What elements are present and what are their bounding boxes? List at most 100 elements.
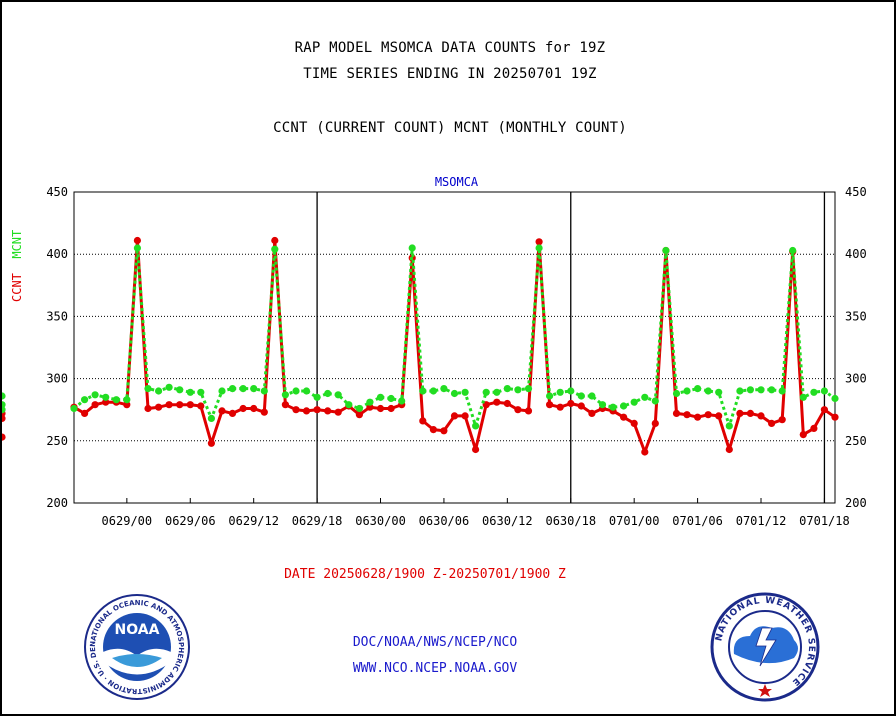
series-line-ccnt xyxy=(73,239,836,454)
y-tick-label-right: 250 xyxy=(845,434,867,448)
y-tick-label-left: 250 xyxy=(46,434,68,448)
data-point-ccnt xyxy=(704,411,712,419)
data-point-mcnt xyxy=(123,396,131,404)
y-tick-label-left: 300 xyxy=(46,372,68,386)
y-tick-label-right: 300 xyxy=(845,372,867,386)
data-point-ccnt xyxy=(207,439,215,447)
data-point-ccnt xyxy=(144,404,152,413)
data-point-ccnt xyxy=(725,445,733,454)
data-point-ccnt xyxy=(81,409,89,417)
data-point-mcnt xyxy=(493,388,501,396)
data-point-ccnt xyxy=(429,426,437,434)
series-line-mcnt xyxy=(73,246,836,428)
data-point-ccnt xyxy=(831,413,839,421)
data-point-mcnt xyxy=(218,387,226,395)
data-point-mcnt xyxy=(482,388,490,396)
data-point-mcnt xyxy=(324,389,332,398)
data-point-mcnt xyxy=(186,388,194,396)
data-point-ccnt xyxy=(641,448,649,456)
data-point-mcnt xyxy=(429,387,437,395)
x-tick-label: 0630/12 xyxy=(482,514,533,528)
data-point-mcnt xyxy=(461,388,469,396)
data-point-ccnt xyxy=(694,413,702,421)
y-tick-label-left: 350 xyxy=(46,309,68,323)
data-point-ccnt xyxy=(334,408,342,416)
data-point-ccnt xyxy=(493,398,501,406)
data-point-mcnt xyxy=(789,246,797,255)
data-point-ccnt xyxy=(472,445,480,454)
panel-title: MSOMCA xyxy=(435,175,479,189)
data-point-mcnt xyxy=(641,393,649,401)
x-tick-label: 0701/06 xyxy=(672,514,723,528)
data-point-ccnt xyxy=(556,403,564,411)
data-point-ccnt xyxy=(91,401,99,409)
x-tick-label: 0630/18 xyxy=(545,514,596,528)
data-point-ccnt xyxy=(355,411,363,419)
data-point-mcnt xyxy=(102,393,110,401)
data-point-ccnt xyxy=(292,406,300,414)
data-point-mcnt xyxy=(831,394,839,403)
noaa-logo-text: NOAA xyxy=(115,622,160,638)
data-point-mcnt xyxy=(91,391,99,399)
data-point-ccnt xyxy=(778,416,786,424)
data-point-mcnt xyxy=(662,246,670,255)
data-point-ccnt xyxy=(672,409,681,417)
data-point-mcnt xyxy=(694,385,702,393)
data-point-ccnt xyxy=(514,406,522,414)
data-point-ccnt xyxy=(461,412,469,420)
website-link[interactable]: WWW.NCO.NCEP.NOAA.GOV xyxy=(352,661,518,676)
data-point-mcnt xyxy=(376,393,385,401)
data-point-ccnt xyxy=(324,407,332,415)
data-point-ccnt xyxy=(366,403,374,411)
x-tick-label: 0629/12 xyxy=(228,514,279,528)
data-point-mcnt xyxy=(725,422,733,430)
data-point-ccnt xyxy=(799,431,807,439)
data-point-ccnt xyxy=(683,411,691,419)
data-point-mcnt xyxy=(683,387,691,395)
data-point-mcnt xyxy=(292,387,300,395)
data-point-mcnt xyxy=(155,387,163,395)
data-point-mcnt xyxy=(588,392,596,400)
data-point-mcnt xyxy=(419,387,427,395)
data-point-ccnt xyxy=(197,402,205,410)
data-point-ccnt xyxy=(630,419,638,427)
data-point-ccnt xyxy=(387,404,395,413)
legend-description: CCNT (CURRENT COUNT) MCNT (MONTHLY COUNT… xyxy=(273,120,627,136)
data-point-ccnt xyxy=(133,236,141,245)
data-point-mcnt xyxy=(197,388,205,396)
data-point-ccnt xyxy=(176,401,184,409)
data-point-mcnt xyxy=(387,394,395,403)
data-point-ccnt xyxy=(746,409,755,417)
data-point-ccnt xyxy=(524,407,533,415)
data-point-mcnt xyxy=(778,387,786,395)
data-point-mcnt xyxy=(250,385,258,393)
x-tick-label: 0630/00 xyxy=(355,514,406,528)
y-tick-label-left: 450 xyxy=(46,185,68,199)
data-point-ccnt xyxy=(260,408,268,416)
nws-logo: NATIONAL WEATHER SERVICE xyxy=(710,592,820,702)
data-point-mcnt xyxy=(450,389,459,398)
data-point-ccnt xyxy=(651,419,659,427)
data-point-mcnt xyxy=(535,244,543,252)
x-tick-label: 0629/00 xyxy=(102,514,153,528)
data-point-ccnt xyxy=(218,407,226,415)
data-point-ccnt xyxy=(546,401,554,409)
y-tick-label-left: 400 xyxy=(46,247,68,261)
data-point-mcnt xyxy=(736,387,744,395)
data-point-mcnt xyxy=(577,392,585,400)
data-point-ccnt xyxy=(715,412,723,420)
data-point-mcnt xyxy=(503,385,511,393)
data-point-ccnt xyxy=(165,401,173,409)
data-point-ccnt xyxy=(620,413,628,421)
data-point-mcnt xyxy=(334,391,342,399)
data-point-mcnt xyxy=(398,397,406,405)
chart-title-line1: RAP MODEL MSOMCA DATA COUNTS for 19Z xyxy=(294,40,606,56)
data-point-mcnt xyxy=(620,402,628,410)
data-point-mcnt xyxy=(556,388,564,396)
data-point-mcnt xyxy=(165,383,173,391)
data-point-mcnt xyxy=(472,422,480,430)
data-point-ccnt xyxy=(440,427,448,435)
data-point-ccnt xyxy=(186,401,194,409)
data-point-mcnt xyxy=(281,391,289,399)
data-point-ccnt xyxy=(228,409,237,417)
